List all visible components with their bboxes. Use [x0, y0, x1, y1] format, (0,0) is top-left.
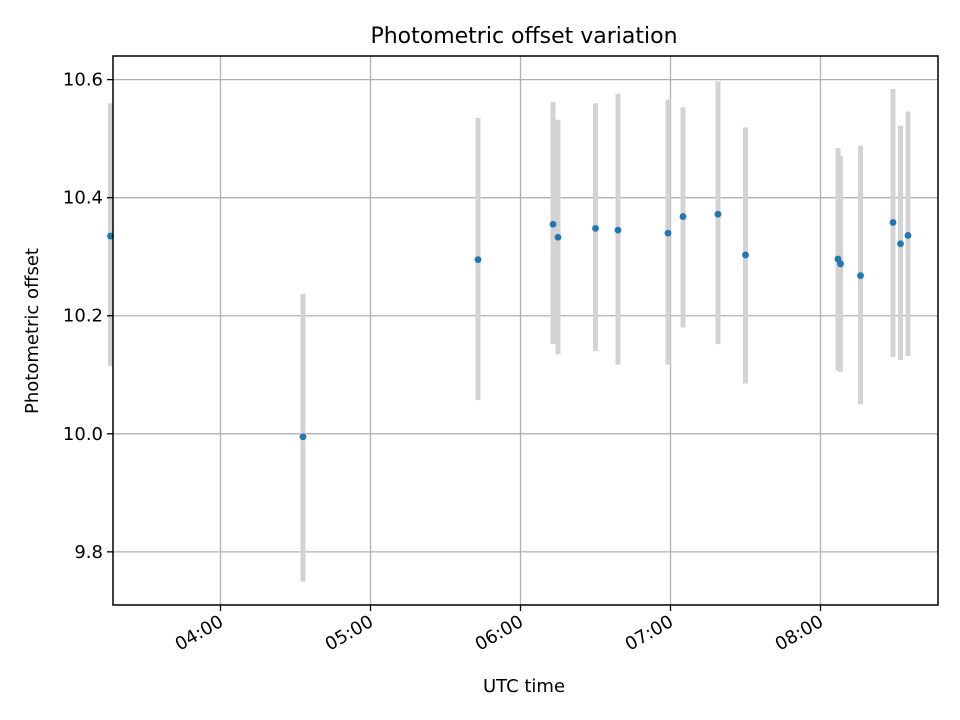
data-point [549, 220, 557, 228]
data-point [474, 256, 482, 264]
data-point [714, 210, 722, 218]
data-point [614, 226, 622, 234]
data-point [592, 224, 599, 232]
y-tick-label: 9.8 [74, 542, 103, 563]
y-tick-label: 10.6 [63, 70, 103, 91]
chart-title: Photometric offset variation [370, 24, 677, 49]
x-tick-label: 08:00 [772, 611, 827, 655]
data-point [554, 233, 562, 241]
data-point [857, 272, 864, 279]
y-tick-label: 10.0 [63, 424, 103, 445]
x-tick-label: 06:00 [472, 611, 527, 655]
data-point [889, 219, 897, 226]
data-point [904, 232, 912, 239]
data-point [107, 232, 114, 240]
error-bars [108, 81, 911, 582]
data-point [299, 433, 307, 441]
y-tick-label: 10.4 [63, 188, 103, 209]
data-point [664, 229, 672, 237]
y-tick-label: 10.2 [63, 306, 103, 327]
data-point [679, 213, 687, 220]
x-axis-ticks: 04:00 05:00 06:00 07:00 08:00 [172, 605, 827, 655]
data-points [107, 210, 912, 441]
x-tick-label: 05:00 [322, 611, 377, 655]
grid-lines [113, 56, 938, 605]
x-tick-label: 07:00 [622, 611, 677, 655]
data-point [897, 240, 904, 248]
data-point [742, 251, 749, 259]
x-tick-label: 04:00 [172, 611, 227, 655]
x-axis-label: UTC time [483, 676, 565, 697]
y-axis-label: Photometric offset [22, 248, 43, 414]
y-axis-ticks: 9.8 10.0 10.2 10.4 10.6 [63, 70, 113, 563]
data-point [837, 260, 844, 268]
plot-frame [112, 55, 939, 606]
